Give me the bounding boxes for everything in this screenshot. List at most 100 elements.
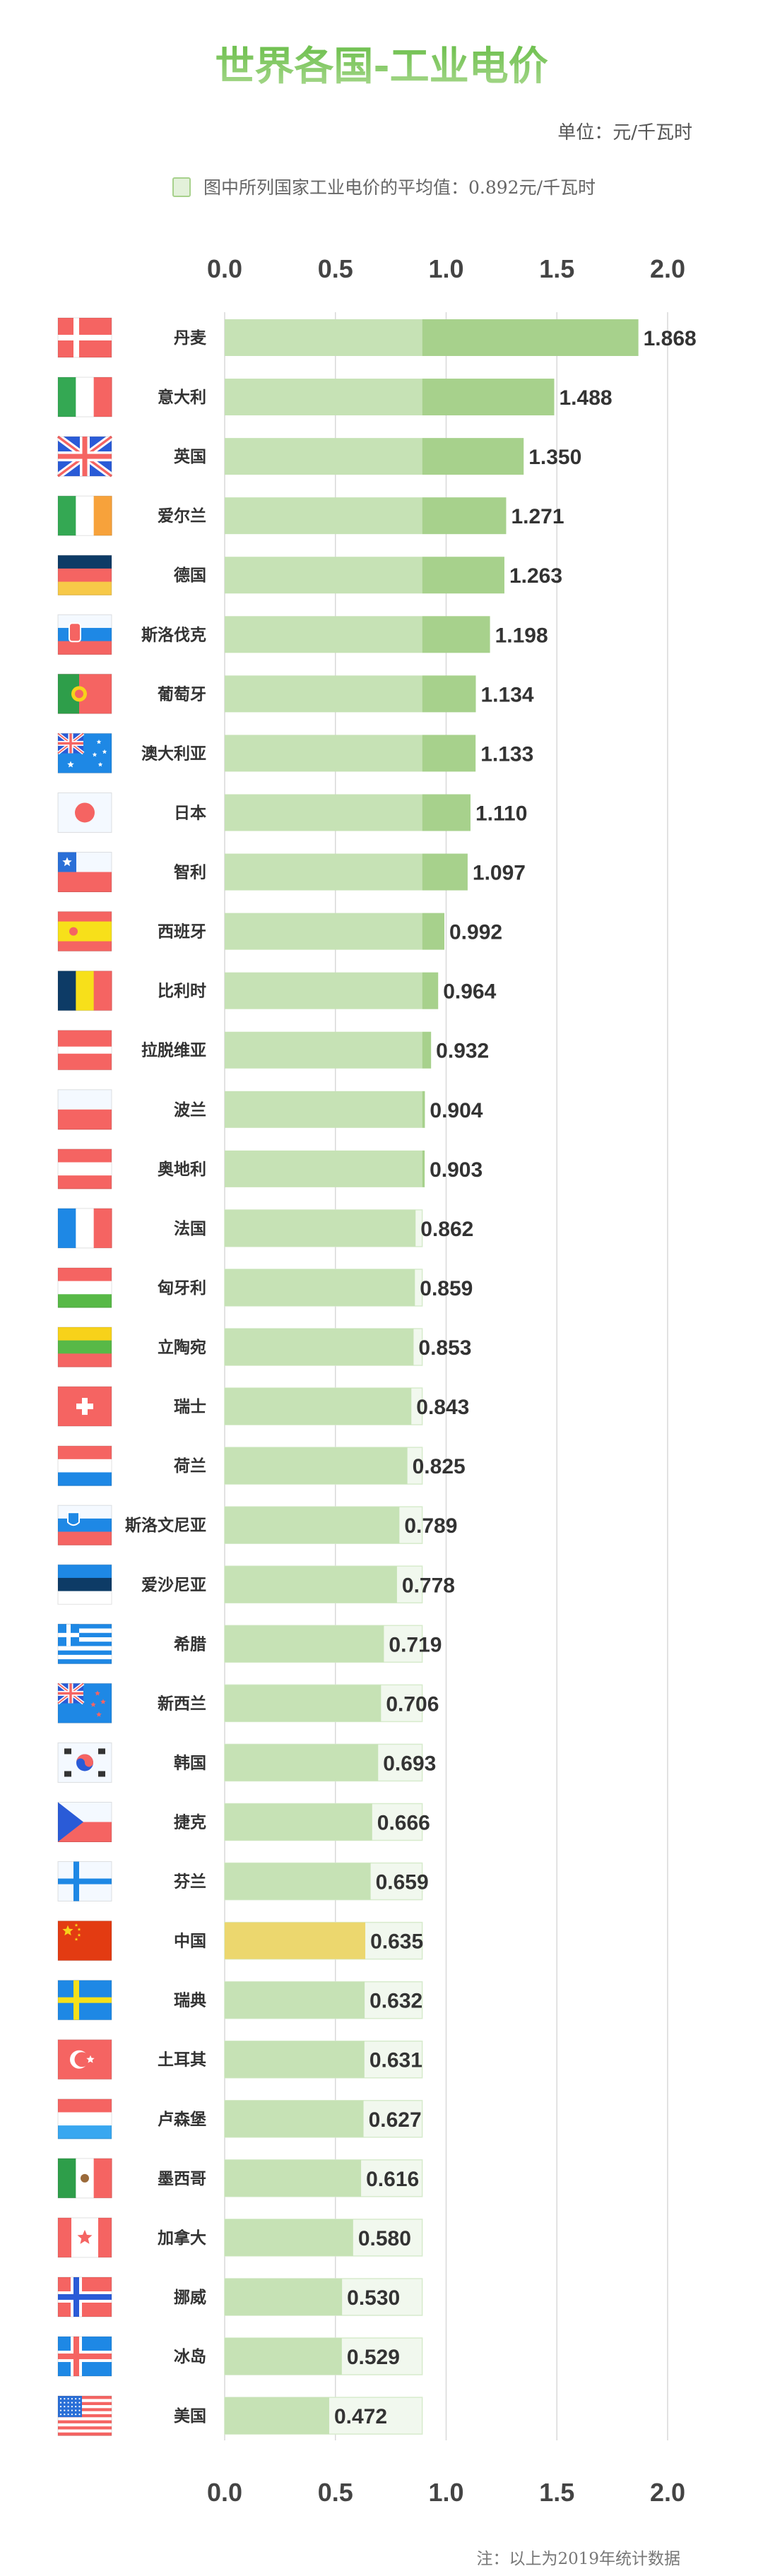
flag-hungary-icon bbox=[57, 1267, 112, 1308]
bar-above-average bbox=[422, 557, 504, 594]
country-label: 澳大利亚 bbox=[141, 744, 206, 763]
bar bbox=[225, 1150, 422, 1187]
bar-row: 奥地利 0.903 bbox=[57, 1148, 483, 1189]
legend-text: 图中所列国家工业电价的平均值：0.892元/千瓦时 bbox=[203, 177, 596, 198]
flag-turkey-icon bbox=[57, 2039, 112, 2080]
flag-germany-icon bbox=[57, 554, 112, 595]
bar-row: 冰岛 0.529 bbox=[57, 2336, 423, 2377]
grid-lines bbox=[224, 312, 668, 2440]
bar-row: 日本 1.110 bbox=[57, 792, 527, 833]
flag-france-icon bbox=[57, 1208, 112, 1249]
flag-finland-icon bbox=[57, 1861, 112, 1902]
bar-row: 法国 0.862 bbox=[57, 1208, 473, 1249]
country-label: 葡萄牙 bbox=[157, 685, 206, 704]
bar-row: 捷克 0.666 bbox=[57, 1802, 430, 1842]
bar-row: 英国 1.350 bbox=[56, 434, 581, 479]
bar-row: 智利 1.097 bbox=[57, 852, 526, 893]
value-label: 0.719 bbox=[389, 1633, 442, 1656]
flag-spain-icon bbox=[57, 911, 112, 952]
value-label: 1.198 bbox=[495, 624, 548, 647]
bar bbox=[225, 1447, 408, 1485]
value-label: 1.097 bbox=[473, 862, 526, 885]
bar-row: 西班牙 0.992 bbox=[57, 911, 502, 952]
flag-netherlands-icon bbox=[57, 1445, 112, 1486]
country-label: 斯洛文尼亚 bbox=[125, 1516, 206, 1535]
bar bbox=[225, 497, 422, 535]
flag-lithuania-icon bbox=[57, 1326, 112, 1367]
bar bbox=[225, 2159, 362, 2197]
bar-row: 立陶宛 0.853 bbox=[57, 1326, 471, 1367]
bar bbox=[225, 2219, 353, 2256]
flag-chile-icon bbox=[57, 852, 112, 893]
value-label: 0.631 bbox=[369, 2049, 422, 2072]
bar-above-average bbox=[422, 913, 444, 950]
x-tick-label: 0.5 bbox=[318, 2478, 353, 2507]
flag-iceland-icon bbox=[57, 2336, 112, 2377]
x-tick-label: 0.0 bbox=[207, 2478, 242, 2507]
flag-switzerland-icon bbox=[57, 1386, 112, 1427]
country-label: 加拿大 bbox=[157, 2228, 206, 2248]
bar-above-average bbox=[422, 972, 439, 1009]
value-label: 1.350 bbox=[528, 446, 581, 469]
value-label: 0.789 bbox=[404, 1514, 457, 1538]
bar-above-average bbox=[422, 1150, 425, 1187]
value-label: 0.843 bbox=[416, 1396, 469, 1419]
flag-usa-icon bbox=[57, 2395, 112, 2436]
x-tick-label: 2.0 bbox=[650, 254, 685, 283]
value-label: 0.666 bbox=[377, 1812, 430, 1835]
x-tick-label: 1.0 bbox=[428, 254, 463, 283]
bar-above-average bbox=[422, 853, 468, 891]
bar bbox=[225, 1566, 397, 1603]
bar bbox=[225, 557, 422, 594]
value-label: 0.853 bbox=[418, 1336, 471, 1360]
value-label: 1.133 bbox=[480, 742, 533, 766]
value-label: 0.825 bbox=[413, 1455, 466, 1478]
bar bbox=[225, 1329, 414, 1366]
bar bbox=[225, 794, 422, 831]
value-label: 0.529 bbox=[347, 2346, 400, 2369]
bar-row: 土耳其 0.631 bbox=[57, 2039, 423, 2080]
bar-row: 墨西哥 0.616 bbox=[57, 2158, 423, 2199]
value-label: 0.706 bbox=[386, 1692, 439, 1716]
country-label: 智利 bbox=[174, 863, 206, 882]
value-label: 1.271 bbox=[511, 505, 564, 528]
bar bbox=[225, 1685, 382, 1722]
bar-row: 爱沙尼亚 0.778 bbox=[57, 1564, 455, 1605]
flag-denmark-icon bbox=[57, 317, 112, 358]
country-label: 匈牙利 bbox=[158, 1278, 206, 1298]
value-label: 1.134 bbox=[481, 683, 534, 706]
bar-row: 斯洛伐克 1.198 bbox=[57, 614, 548, 655]
country-label: 奥地利 bbox=[158, 1160, 206, 1179]
flag-south-korea-icon bbox=[57, 1742, 112, 1783]
flag-luxembourg-icon bbox=[57, 2099, 112, 2139]
value-label: 1.263 bbox=[509, 564, 562, 588]
bar bbox=[225, 2338, 342, 2375]
bar bbox=[225, 1744, 379, 1781]
country-label: 瑞士 bbox=[174, 1398, 206, 1416]
flag-new-zealand-icon bbox=[57, 1682, 112, 1723]
bar-row: 德国 1.263 bbox=[57, 554, 562, 595]
chart-title: 世界各国-工业电价 bbox=[215, 44, 548, 90]
country-label: 土耳其 bbox=[158, 2051, 206, 2070]
country-label: 法国 bbox=[174, 1220, 206, 1238]
x-tick-label: 0.5 bbox=[318, 254, 353, 283]
country-label: 英国 bbox=[174, 447, 206, 466]
country-label: 荷兰 bbox=[174, 1456, 206, 1476]
bar-above-average bbox=[422, 1031, 432, 1069]
bar bbox=[225, 1507, 400, 1544]
bar-row: 美国 0.472 bbox=[57, 2395, 423, 2436]
country-label: 德国 bbox=[174, 566, 206, 585]
value-label: 0.632 bbox=[369, 1990, 422, 2013]
flag-belgium-icon bbox=[57, 971, 112, 1011]
bar-row: 匈牙利 0.859 bbox=[57, 1267, 473, 1308]
country-label: 瑞典 bbox=[174, 1991, 206, 2010]
bar bbox=[225, 1803, 372, 1841]
flag-uk-icon bbox=[56, 434, 114, 479]
value-label: 0.992 bbox=[449, 921, 502, 944]
bar bbox=[225, 972, 422, 1009]
country-label: 比利时 bbox=[158, 983, 206, 1001]
bar-rows: 丹麦 1.868 意大利 1.488 英国 1.350 爱尔兰 1.271 德国 1.263 斯洛伐… bbox=[56, 317, 697, 2436]
bar bbox=[225, 1922, 366, 1959]
bar-row: 丹麦 1.868 bbox=[57, 317, 697, 358]
